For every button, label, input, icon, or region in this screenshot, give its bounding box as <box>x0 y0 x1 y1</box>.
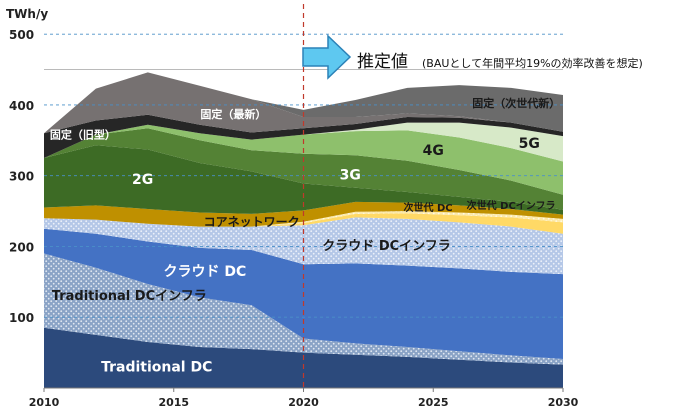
y-tick-label-200: 200 <box>9 240 34 254</box>
label-5g: 5G <box>519 136 540 152</box>
area-pattern-traditional-dcインフラ <box>44 253 563 365</box>
forecast-arrow-icon <box>302 34 352 80</box>
area-pattern-クラウド-dcインフラ <box>44 217 563 275</box>
y-tick-label-400: 400 <box>9 99 34 113</box>
y-tick-label-300: 300 <box>9 170 34 184</box>
x-tick-label-2010: 2010 <box>29 396 60 409</box>
y-tick-label-500: 500 <box>9 28 34 42</box>
area-固定最新 <box>44 72 563 134</box>
forecast-label-sub: (BAUとして年間平均19%の効率改善を想定) <box>422 56 643 70</box>
label-次世代-dcインフラ: 次世代 DCインフラ <box>467 199 556 212</box>
area-series-group <box>44 72 563 388</box>
y-axis-label: TWh/y <box>6 7 48 21</box>
label-次世代-dc: 次世代 DC <box>403 201 452 214</box>
x-tick-label-2025: 2025 <box>418 396 449 409</box>
label-固定次世代新: 固定（次世代新） <box>472 96 560 110</box>
y-axis-ticks: 100 200 300 400 500 <box>9 28 34 325</box>
series-annotations: Traditional DC Traditional DCインフラ クラウド DC ク… <box>50 96 560 376</box>
area-固定次世代新 <box>44 72 563 134</box>
x-tick-label-2030: 2030 <box>548 396 579 409</box>
x-tick-label-2015: 2015 <box>158 396 189 409</box>
x-tick-label-2020: 2020 <box>288 396 319 409</box>
label-コアネットワーク: コアネットワーク <box>204 215 300 229</box>
area-4g <box>44 124 563 195</box>
forecast-label-main: 推定値 <box>357 52 408 72</box>
area-5g <box>44 122 563 162</box>
label-traditional-dc: Traditional DC <box>101 359 212 375</box>
label-クラウド-dcインフラ: クラウド DCインフラ <box>322 239 450 254</box>
x-axis-ticks: 2010 2015 2020 2025 2030 <box>29 388 579 409</box>
y-tick-label-100: 100 <box>9 311 34 325</box>
label-固定最新: 固定（最新） <box>200 107 266 121</box>
area-固定旧型 <box>44 114 563 158</box>
label-2g: 2G <box>132 172 153 188</box>
label-4g: 4G <box>423 143 444 159</box>
label-固定旧型: 固定（旧型） <box>50 127 116 141</box>
label-3g: 3G <box>340 168 361 184</box>
label-クラウド-dc: クラウド DC <box>163 264 246 280</box>
label-traditional-dcインフラ: Traditional DCインフラ <box>52 289 207 304</box>
area-2g <box>44 145 563 215</box>
